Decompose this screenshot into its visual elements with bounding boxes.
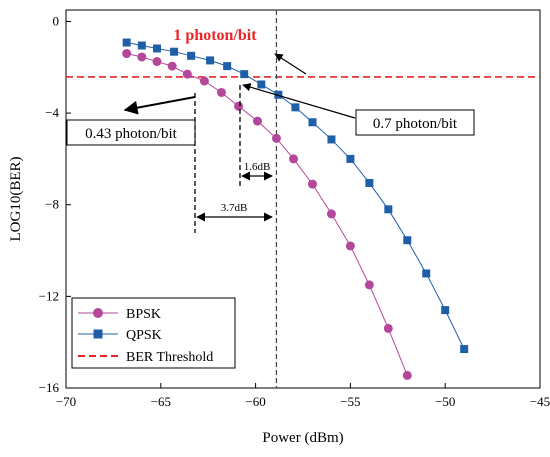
legend-qpsk-marker [93, 329, 103, 339]
legend-qpsk-label: QPSK [126, 328, 162, 343]
photon-07-box [355, 109, 475, 136]
data-point-qpsk [384, 205, 393, 214]
data-point-bpsk [271, 133, 281, 143]
data-point-bpsk [289, 154, 299, 164]
data-point-bpsk [152, 57, 162, 67]
legend-threshold-label: BER Threshold [126, 350, 213, 365]
legend-bpsk-marker [93, 308, 103, 318]
data-point-qpsk [122, 38, 131, 47]
data-point-bpsk [234, 101, 244, 111]
data-point-qpsk [206, 56, 215, 65]
data-point-qpsk [460, 345, 469, 354]
data-point-qpsk [187, 51, 196, 60]
data-point-bpsk [122, 49, 132, 59]
photon-043-box [66, 119, 196, 146]
x-axis-label: Power (dBm) [262, 430, 343, 446]
y-tick-label: −4 [45, 105, 59, 120]
photon-07-label: 0.7 photon/bit [373, 116, 458, 132]
x-tick-label: −50 [435, 394, 455, 409]
data-point-qpsk [170, 47, 179, 56]
photon-043-label: 0.43 photon/bit [85, 126, 178, 142]
data-point-qpsk [308, 118, 317, 127]
y-tick-label: −8 [45, 197, 59, 212]
y-tick-label: −12 [39, 288, 59, 303]
data-point-qpsk [441, 306, 450, 315]
data-point-bpsk [137, 52, 147, 62]
data-point-bpsk [364, 280, 374, 290]
legend-bpsk-label: BPSK [126, 307, 161, 322]
data-point-bpsk [252, 116, 262, 126]
data-point-qpsk [365, 178, 374, 187]
data-point-bpsk [307, 179, 317, 189]
y-tick-label: −16 [39, 380, 60, 395]
annotations: 1 photon/bit 0.43 photon/bit 0.7 photon/… [66, 27, 475, 233]
data-point-qpsk [403, 236, 412, 245]
data-point-qpsk [274, 90, 283, 99]
photon-043-arrow [123, 96, 196, 115]
data-point-bpsk [216, 87, 226, 97]
y-tick-label: 0 [53, 13, 60, 28]
x-tick-label: −70 [56, 394, 76, 409]
data-series [122, 38, 469, 380]
one-photon-label: 1 photon/bit [173, 27, 257, 44]
plot-frame [65, 9, 541, 389]
axis-ticks: −70 −65 −60 −55 −50 −45 0 −4 −8 −12 −16 [39, 13, 550, 409]
x-tick-label: −55 [340, 394, 360, 409]
gap-37-label: 3.7dB [221, 202, 248, 214]
gap-16-label: 1.6dB [244, 161, 271, 173]
data-point-qpsk [257, 80, 266, 89]
data-point-bpsk [326, 209, 336, 219]
data-point-bpsk [345, 241, 355, 251]
one-photon-arrow [274, 53, 307, 75]
x-tick-label: −60 [245, 394, 265, 409]
data-point-qpsk [223, 62, 232, 71]
data-point-bpsk [167, 61, 177, 71]
data-point-qpsk [240, 70, 249, 79]
data-point-qpsk [291, 103, 300, 112]
data-point-bpsk [402, 370, 412, 380]
data-point-qpsk [346, 154, 355, 163]
data-point-qpsk [153, 44, 162, 53]
legend: BPSK QPSK BER Threshold [71, 297, 236, 369]
photon-07-arrow [242, 83, 356, 119]
x-tick-label: −45 [530, 394, 550, 409]
data-point-bpsk [182, 69, 192, 79]
x-tick-label: −65 [151, 394, 171, 409]
data-point-bpsk [199, 76, 209, 86]
data-point-qpsk [327, 135, 336, 144]
y-axis-label: LOG10(BER) [8, 157, 24, 242]
data-point-qpsk [422, 269, 431, 278]
data-point-bpsk [383, 323, 393, 333]
data-point-qpsk [137, 41, 146, 50]
